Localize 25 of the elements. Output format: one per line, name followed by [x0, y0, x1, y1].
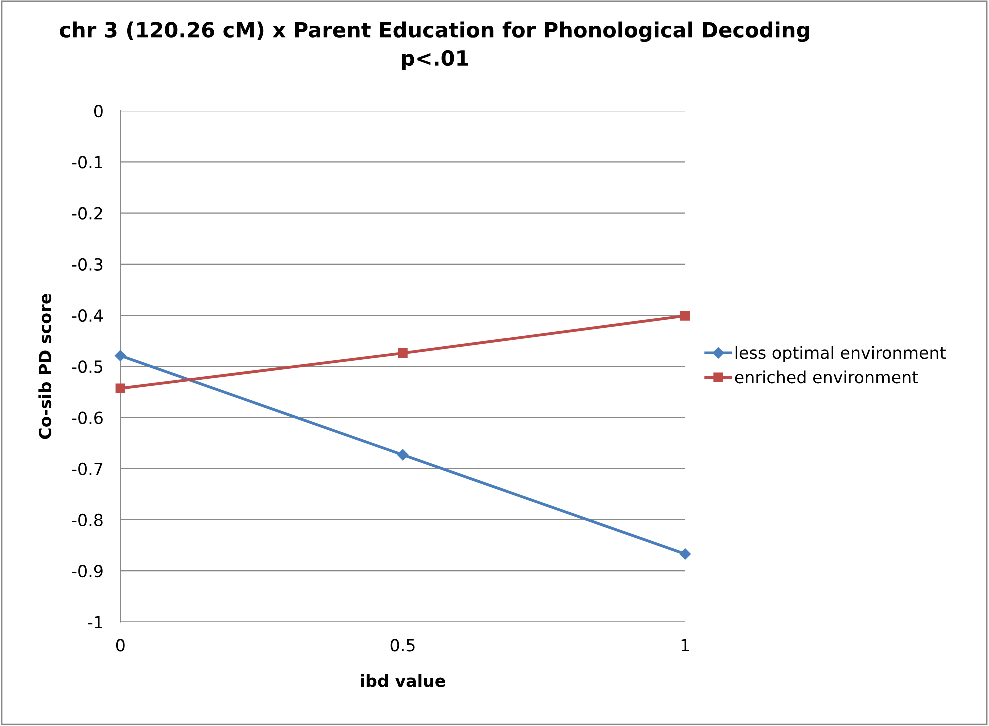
- x-tick-label: 1: [682, 639, 690, 652]
- y-tick-label: -1: [88, 616, 102, 629]
- y-tick-label: -0.8: [72, 514, 103, 527]
- point: [115, 350, 126, 362]
- point: [397, 449, 409, 461]
- y-tick-label: -0.3: [72, 258, 103, 271]
- point: [680, 548, 691, 560]
- y-tick-label: -0.7: [72, 462, 103, 476]
- x-tick-label: 0: [116, 639, 125, 652]
- y-tick-label: -0.1: [72, 156, 102, 169]
- y-tick-label: -0.2: [72, 207, 102, 220]
- point: [116, 384, 126, 394]
- chart-title: chr 3 (120.26 cM) x Parent Education for Phonological Decoding p<.01: [60, 22, 810, 70]
- y-tick-label: -0.5: [72, 360, 103, 374]
- legend-label: enriched environment: [735, 370, 918, 384]
- x-axis-title: ibd value: [361, 674, 446, 688]
- y-tick-label: -0.9: [72, 565, 103, 578]
- point: [680, 311, 690, 321]
- legend-label: less optimal environment: [736, 346, 946, 362]
- y-axis-title: Co-sib PD score: [38, 294, 52, 440]
- point: [398, 348, 408, 358]
- y-tick-label: -0.6: [72, 412, 103, 424]
- y-tick-label: -0.4: [72, 309, 104, 322]
- y-tick-label: 0: [94, 105, 103, 118]
- x-tick-label: 0.5: [390, 639, 415, 652]
